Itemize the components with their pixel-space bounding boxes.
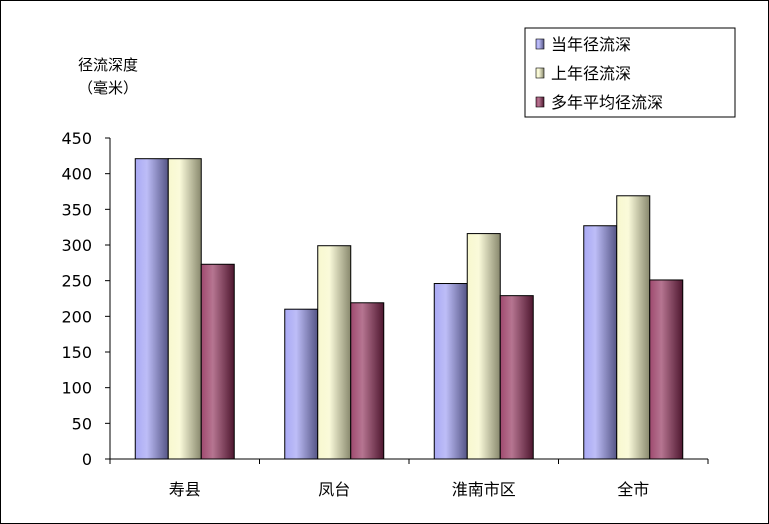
categories-group: 寿县 凤台 淮南市区 全市 [169,480,650,499]
bar-0-0 [134,158,169,460]
bar-2-1 [350,302,385,460]
bar-1-3 [616,195,651,460]
bar-2-2 [499,295,534,460]
bar-0-2 [433,283,468,460]
category-label-2: 淮南市区 [452,480,516,499]
bar-2-0 [200,263,235,460]
y-tick-label-5: 250 [61,272,92,291]
legend-swatch-2 [535,96,545,108]
legend-swatch-0 [535,38,545,50]
y-ticks-group: 0 50 100 150 200 250 300 350 400 450 [61,129,110,469]
y-tick-label-7: 350 [61,200,92,219]
y-axis-title-line1: 径流深度 [78,56,138,74]
bar-0-3 [583,225,618,460]
legend-swatch-1 [535,67,545,79]
category-label-0: 寿县 [169,480,201,499]
y-tick-label-6: 300 [61,236,92,255]
y-tick-label-1: 50 [72,414,92,433]
legend-box [524,27,736,118]
y-tick-label-0: 0 [82,450,92,469]
category-label-3: 全市 [617,480,649,499]
axes-group [109,138,709,464]
bar-1-1 [317,245,352,460]
bar-1-0 [167,158,202,460]
legend-label-1: 上年径流深 [551,64,631,83]
legend-label-2: 多年平均径流深 [551,93,663,112]
bar-1-2 [466,233,501,460]
legend-label-0: 当年径流深 [551,35,631,54]
bar-2-3 [649,279,684,460]
y-tick-label-8: 400 [61,165,92,184]
bar-0-1 [284,308,319,460]
y-axis-title-line2: （毫米） [78,79,138,97]
y-tick-label-4: 200 [61,307,92,326]
y-tick-label-3: 150 [61,343,92,362]
y-tick-label-9: 450 [61,129,92,148]
category-label-1: 凤台 [318,480,350,499]
y-tick-label-2: 100 [61,379,92,398]
bars-group [134,158,684,460]
